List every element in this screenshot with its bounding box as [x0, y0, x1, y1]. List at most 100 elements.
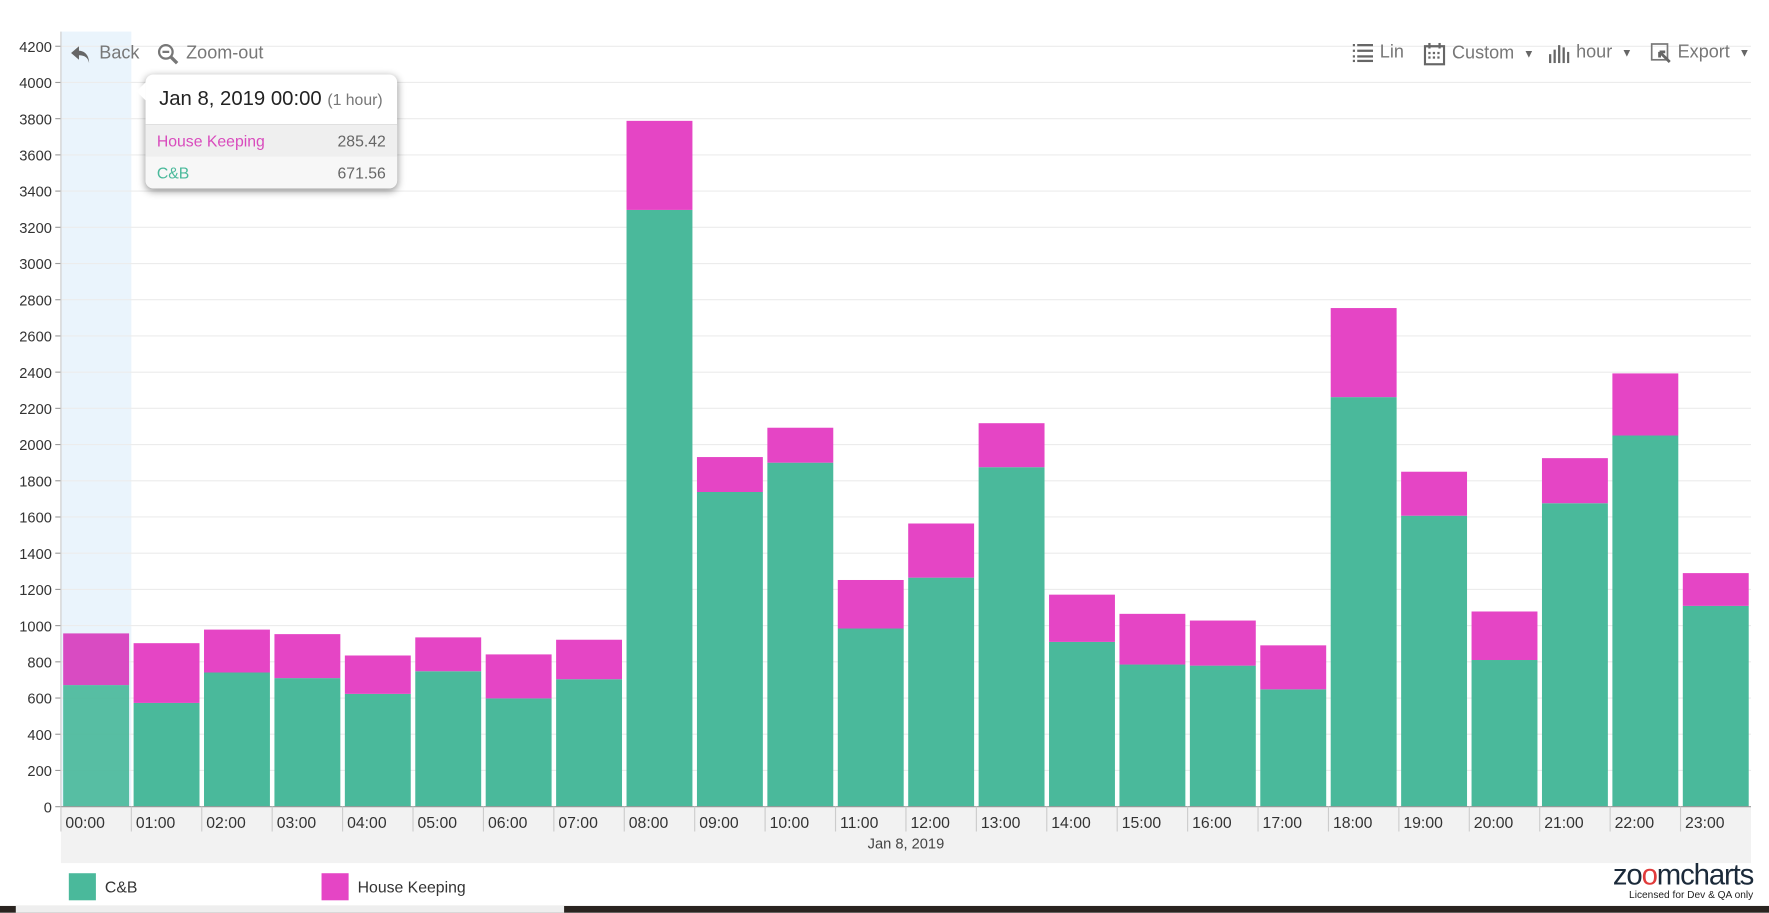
bar-cb-05:00 — [415, 671, 482, 807]
period-dropdown[interactable]: Custom ▼ — [1423, 42, 1535, 66]
legend-swatch-house-keeping — [321, 873, 349, 901]
y-tick-label: 800 — [27, 655, 51, 671]
y-tick-label: 3200 — [19, 221, 52, 237]
bar-cb-08:00 — [626, 209, 693, 807]
back-button[interactable]: Back — [70, 43, 139, 66]
zoom-out-icon — [157, 43, 179, 65]
tooltip-series-value: 671.56 — [337, 163, 386, 182]
bar-cb-03:00 — [274, 678, 341, 807]
y-tick-label: 1800 — [19, 474, 52, 490]
y-tick-label: 400 — [27, 728, 51, 744]
zoomcharts-logo: zoomcharts Licensed for Dev & QA only — [1613, 860, 1754, 901]
bar-house-keeping-17:00 — [1260, 645, 1327, 690]
bar-house-keeping-10:00 — [767, 427, 834, 463]
x-tick-label: 12:00 — [910, 815, 950, 832]
bar-house-keeping-19:00 — [1401, 471, 1468, 516]
bar-house-keeping-14:00 — [1049, 594, 1115, 642]
back-label: Back — [99, 43, 140, 64]
bar-house-keeping-06:00 — [485, 654, 552, 699]
export-dropdown[interactable]: Export ▼ — [1650, 42, 1751, 64]
bar-cb-04:00 — [344, 693, 411, 807]
x-tick-label: 03:00 — [277, 815, 317, 832]
bar-cb-17:00 — [1260, 689, 1327, 807]
legend-item-cb[interactable]: C&B — [68, 873, 138, 901]
y-tick-label: 1600 — [19, 511, 52, 527]
tooltip: Jan 8, 2019 00:00 (1 hour) House Keeping… — [136, 74, 398, 189]
tooltip-header: Jan 8, 2019 00:00 (1 hour) — [145, 74, 398, 126]
chevron-down-icon: ▼ — [1523, 47, 1535, 61]
x-tick-label: 14:00 — [1051, 815, 1091, 832]
bar-cb-07:00 — [556, 679, 623, 807]
scale-lin-button[interactable]: Lin — [1352, 42, 1404, 63]
tooltip-row-house-keeping: House Keeping 285.42 — [145, 125, 398, 157]
zoom-out-label: Zoom-out — [186, 43, 264, 64]
list-icon — [1352, 43, 1374, 63]
x-tick-label: 13:00 — [981, 815, 1021, 832]
y-tick-label: 2800 — [19, 293, 52, 309]
bar-house-keeping-05:00 — [415, 637, 482, 672]
bar-cb-06:00 — [485, 698, 552, 807]
y-tick-label: 200 — [27, 764, 51, 780]
bar-cb-18:00 — [1330, 397, 1397, 807]
x-tick-label: 02:00 — [206, 815, 246, 832]
y-tick-label: 600 — [27, 692, 51, 708]
bar-cb-20:00 — [1471, 660, 1538, 807]
tooltip-series-name: House Keeping — [156, 131, 265, 151]
bar-cb-12:00 — [908, 577, 975, 807]
bar-house-keeping-00:00 — [63, 633, 130, 686]
unit-dropdown[interactable]: hour ▼ — [1549, 42, 1633, 64]
x-tick-label: 23:00 — [1685, 815, 1725, 832]
y-tick-label: 3800 — [19, 112, 52, 128]
zoom-out-button[interactable]: Zoom-out — [157, 43, 264, 66]
stacked-bar-chart: 0 200 400 600 800 1000 1200 1400 1600 1800 2000 220… — [19, 31, 1751, 864]
x-axis-title: Jan 8, 2019 — [868, 836, 945, 852]
x-tick-label: 11:00 — [840, 815, 879, 832]
bar-cb-19:00 — [1401, 515, 1468, 807]
x-tick-label: 08:00 — [629, 815, 669, 832]
bar-house-keeping-22:00 — [1612, 373, 1679, 436]
bar-house-keeping-21:00 — [1541, 458, 1608, 504]
bar-house-keeping-09:00 — [696, 457, 763, 492]
y-tick-label: 1000 — [19, 619, 52, 635]
y-tick-label: 3000 — [19, 257, 52, 273]
bar-house-keeping-18:00 — [1330, 308, 1397, 398]
bar-cb-10:00 — [767, 462, 834, 807]
bar-cb-13:00 — [978, 467, 1045, 807]
y-tick-label: 2600 — [19, 330, 52, 346]
chevron-down-icon: ▼ — [1621, 46, 1633, 60]
x-tick-label: 10:00 — [770, 815, 810, 832]
bar-cb-02:00 — [204, 672, 270, 807]
y-tick-label: 4000 — [19, 76, 52, 92]
x-tick-label: 07:00 — [558, 815, 598, 832]
bar-house-keeping-08:00 — [626, 120, 693, 210]
bar-house-keeping-02:00 — [204, 629, 270, 673]
scale-label: Lin — [1379, 42, 1404, 63]
tooltip-series-name: C&B — [156, 163, 190, 182]
legend-swatch-cb — [68, 873, 96, 901]
bar-cb-11:00 — [837, 628, 904, 807]
legend-label: C&B — [104, 877, 138, 896]
back-arrow-icon — [71, 46, 90, 64]
bar-house-keeping-23:00 — [1682, 573, 1749, 606]
unit-label: hour — [1576, 42, 1613, 63]
bar-house-keeping-07:00 — [556, 639, 623, 680]
tooltip-series-value: 285.42 — [337, 131, 386, 151]
x-tick-label: 09:00 — [699, 815, 739, 832]
bar-house-keeping-03:00 — [274, 634, 341, 679]
bar-cb-09:00 — [696, 491, 763, 807]
bar-cb-21:00 — [1541, 503, 1608, 807]
legend-item-house-keeping[interactable]: House Keeping — [321, 873, 466, 901]
tooltip-row-cb: C&B 671.56 — [145, 156, 398, 189]
bar-cb-15:00 — [1119, 664, 1186, 807]
export-label: Export — [1677, 42, 1730, 63]
x-tick-label: 17:00 — [1263, 815, 1303, 832]
bar-cb-14:00 — [1049, 641, 1115, 807]
x-tick-label: 06:00 — [488, 815, 528, 832]
x-tick-label: 00:00 — [65, 815, 105, 832]
bar-house-keeping-15:00 — [1119, 613, 1186, 665]
chevron-down-icon: ▼ — [1738, 46, 1751, 60]
bar-house-keeping-11:00 — [837, 579, 904, 629]
y-tick-label: 2000 — [19, 438, 52, 454]
license-note: Licensed for Dev & QA only — [1629, 889, 1754, 901]
bar-cb-22:00 — [1612, 435, 1679, 807]
